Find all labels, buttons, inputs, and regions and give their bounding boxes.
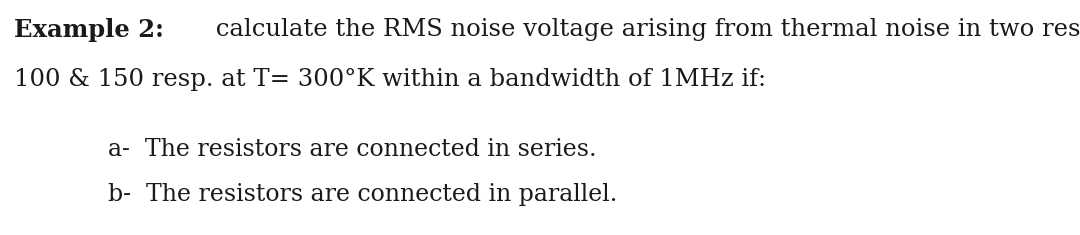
Text: a-  The resistors are connected in series.: a- The resistors are connected in series… [108, 138, 596, 161]
Text: b-  The resistors are connected in parallel.: b- The resistors are connected in parall… [108, 183, 618, 206]
Text: calculate the RMS noise voltage arising from thermal noise in two resistors: calculate the RMS noise voltage arising … [207, 18, 1080, 41]
Text: Example 2:: Example 2: [14, 18, 164, 42]
Text: 100 & 150 resp. at T= 300°K within a bandwidth of 1MHz if:: 100 & 150 resp. at T= 300°K within a ban… [14, 68, 766, 91]
